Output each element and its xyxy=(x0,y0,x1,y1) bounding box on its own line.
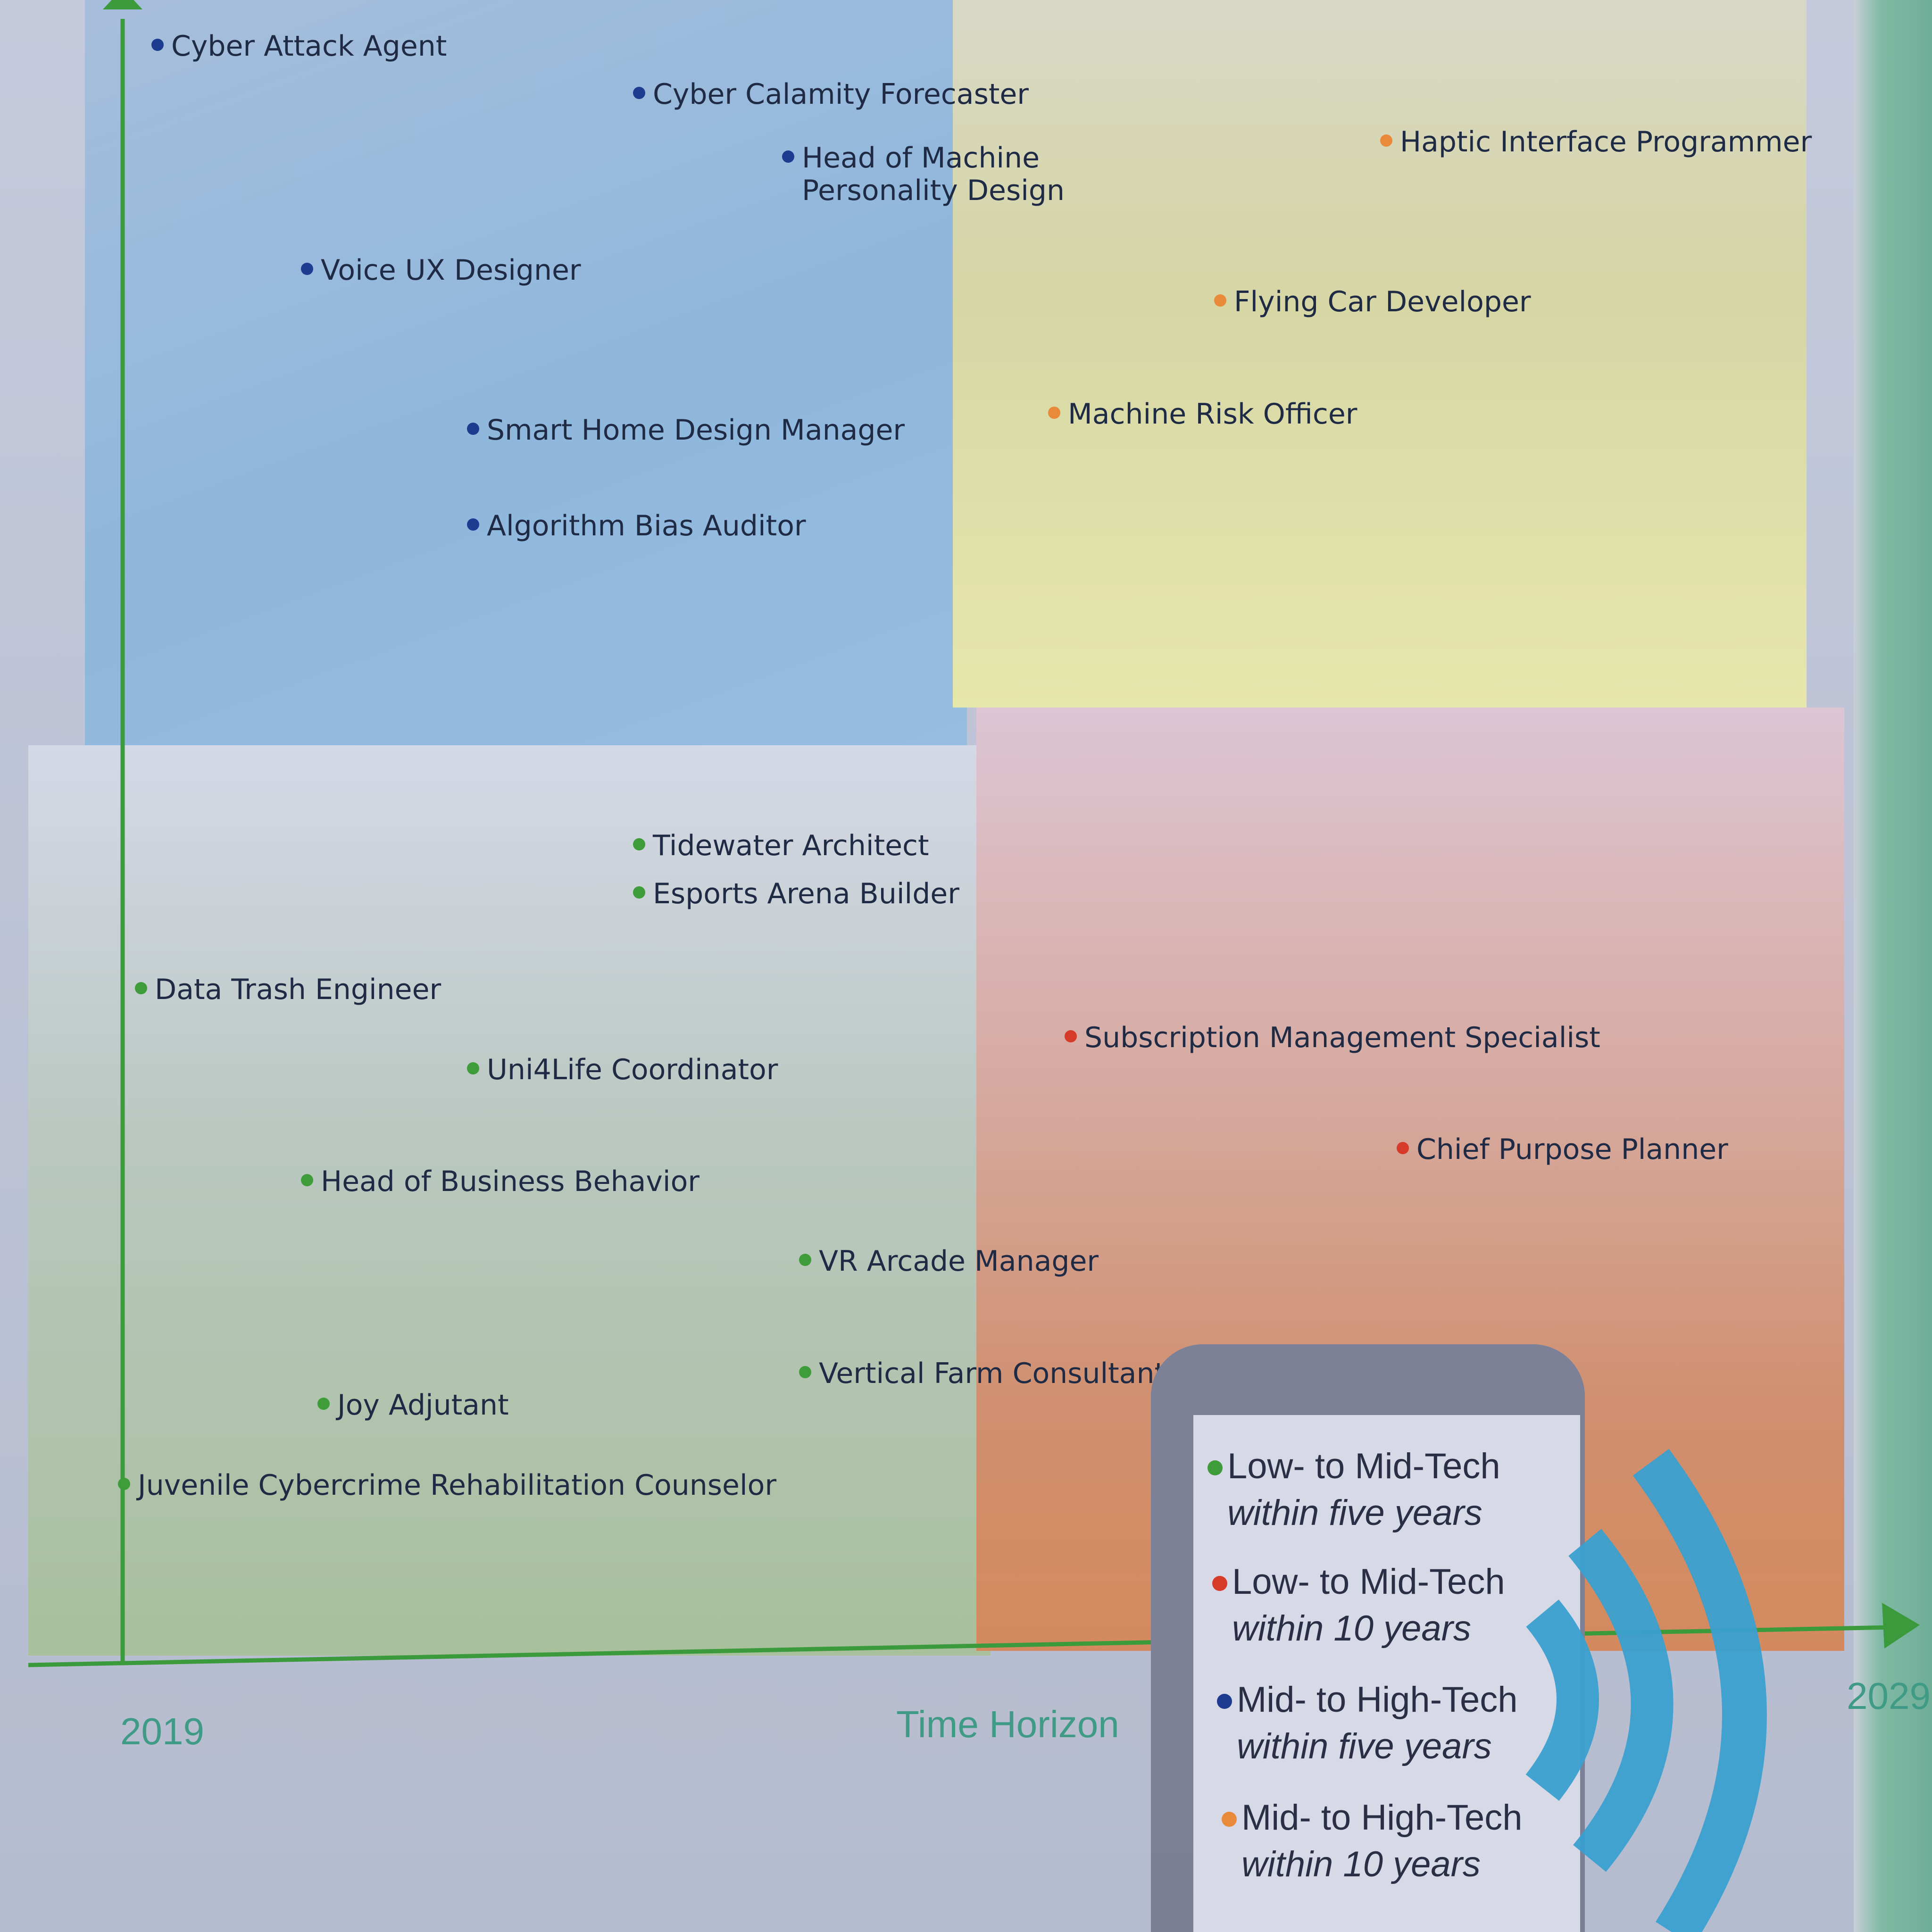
data-point: Tidewater Architect xyxy=(633,830,929,862)
data-point-marker xyxy=(633,87,645,99)
data-point-marker xyxy=(1048,407,1060,419)
data-point-label: Chief Purpose Planner xyxy=(1416,1133,1728,1166)
legend-item-low-mid-5: Low- to Mid-Tech within five years xyxy=(1208,1443,1500,1537)
data-point-label: Data Trash Engineer xyxy=(155,973,441,1006)
signal-arc-large xyxy=(1632,1449,1767,1932)
signal-arc-small xyxy=(1525,1599,1599,1801)
data-point: Uni4Life Coordinator xyxy=(467,1054,778,1086)
data-point-marker xyxy=(118,1478,130,1490)
data-point: Data Trash Engineer xyxy=(135,974,441,1006)
legend-item-mid-high-5: Mid- to High-Tech within five years xyxy=(1217,1677,1518,1770)
legend-label-line1: Mid- to High-Tech xyxy=(1241,1798,1523,1838)
data-point: Subscription Management Specialist xyxy=(1065,1022,1600,1054)
legend-label-line1: Low- to Mid-Tech xyxy=(1232,1562,1505,1602)
data-point: Juvenile Cybercrime Rehabilitation Couns… xyxy=(118,1469,776,1502)
legend-label-line2: within five years xyxy=(1237,1726,1492,1766)
data-point-marker xyxy=(135,982,147,994)
legend-label-line2: within five years xyxy=(1227,1492,1482,1533)
legend-item-low-mid-10: Low- to Mid-Tech within 10 years xyxy=(1212,1559,1505,1652)
legend-panel xyxy=(1193,1415,1580,1932)
x-axis-arrowhead xyxy=(1882,1603,1920,1649)
legend-dot xyxy=(1217,1694,1232,1709)
data-point-marker xyxy=(467,423,479,435)
data-point-label: Vertical Farm Consultant xyxy=(819,1357,1166,1390)
data-point: Joy Adjutant xyxy=(317,1389,509,1422)
data-point-marker xyxy=(1065,1030,1077,1042)
legend-dot xyxy=(1208,1460,1223,1475)
data-point-marker xyxy=(782,150,794,163)
data-point-marker xyxy=(467,1062,479,1074)
legend-label-line2: within 10 years xyxy=(1232,1608,1471,1649)
data-point: Esports Arena Builder xyxy=(633,878,959,910)
data-point: Flying Car Developer xyxy=(1214,286,1531,318)
data-point: Haptic Interface Programmer xyxy=(1380,126,1812,158)
data-point: Head of Machine Personality Design xyxy=(782,142,1065,207)
x-tick-label-end: 2029 xyxy=(1847,1675,1931,1717)
data-point-label: Voice UX Designer xyxy=(321,254,581,287)
data-point-label: Head of Machine Personality Design xyxy=(802,142,1065,207)
data-point: Machine Risk Officer xyxy=(1048,398,1357,431)
data-point-label: Esports Arena Builder xyxy=(653,877,959,910)
data-point: Cyber Calamity Forecaster xyxy=(633,78,1029,111)
data-point-marker xyxy=(799,1366,811,1378)
data-point: Algorithm Bias Auditor xyxy=(467,510,806,542)
data-point-label: Smart Home Design Manager xyxy=(487,414,905,447)
data-point-label: Head of Business Behavior xyxy=(321,1165,700,1198)
legend-label-line2: within 10 years xyxy=(1241,1844,1481,1884)
x-axis-label: Time Horizon xyxy=(896,1703,1119,1745)
legend-dot xyxy=(1222,1812,1237,1827)
data-point-label: Tidewater Architect xyxy=(653,829,929,862)
y-axis-arrowhead xyxy=(103,0,142,9)
legend-item-mid-high-10: Mid- to High-Tech within 10 years xyxy=(1222,1795,1523,1888)
data-point-marker xyxy=(633,886,645,899)
x-tick-label-start: 2019 xyxy=(120,1710,204,1752)
data-point-label: Uni4Life Coordinator xyxy=(487,1053,778,1086)
quadrant-bottom-left xyxy=(28,745,991,1656)
data-point: Chief Purpose Planner xyxy=(1397,1133,1728,1166)
data-point-label: Haptic Interface Programmer xyxy=(1400,125,1812,158)
data-point-marker xyxy=(1214,294,1226,307)
data-point-marker xyxy=(799,1254,811,1266)
data-point-marker xyxy=(633,838,645,850)
data-point-marker xyxy=(1380,134,1392,147)
quadrant-top-right xyxy=(953,0,1807,708)
data-point: Cyber Attack Agent xyxy=(151,30,447,63)
data-point-label: Joy Adjutant xyxy=(337,1389,509,1422)
legend-dot xyxy=(1212,1576,1227,1591)
data-point-label: Flying Car Developer xyxy=(1234,285,1531,318)
data-point-label: Machine Risk Officer xyxy=(1068,398,1357,431)
data-point-label: VR Arcade Manager xyxy=(819,1245,1099,1278)
data-point: Vertical Farm Consultant xyxy=(799,1357,1166,1390)
data-point-label: Cyber Calamity Forecaster xyxy=(653,78,1029,111)
legend-label-line1: Low- to Mid-Tech xyxy=(1227,1446,1500,1486)
data-point-label: Cyber Attack Agent xyxy=(171,30,447,63)
quadrant-top-left xyxy=(85,0,967,745)
data-point: Smart Home Design Manager xyxy=(467,414,905,447)
data-point-label: Algorithm Bias Auditor xyxy=(487,509,806,542)
data-point-marker xyxy=(301,1174,313,1186)
data-point: Head of Business Behavior xyxy=(301,1166,700,1198)
data-point-marker xyxy=(467,518,479,531)
data-point-marker xyxy=(317,1398,330,1410)
legend-label-line1: Mid- to High-Tech xyxy=(1237,1680,1518,1720)
data-point: Voice UX Designer xyxy=(301,254,581,287)
data-point-marker xyxy=(301,263,313,275)
data-point-label: Juvenile Cybercrime Rehabilitation Couns… xyxy=(138,1469,776,1502)
data-point-marker xyxy=(151,39,164,51)
data-point-label: Subscription Management Specialist xyxy=(1084,1021,1600,1054)
signal-arc-medium xyxy=(1568,1529,1674,1872)
data-point: VR Arcade Manager xyxy=(799,1245,1099,1278)
data-point-marker xyxy=(1397,1142,1409,1154)
